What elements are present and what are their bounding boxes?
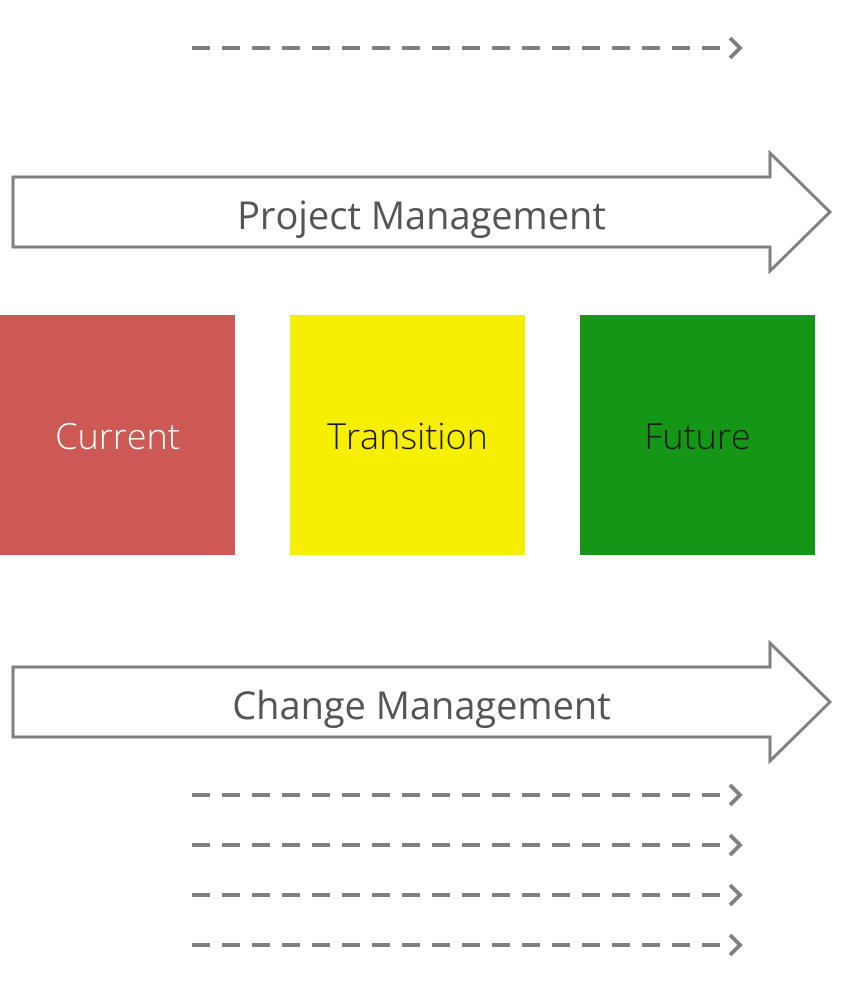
dashed-arrow-bottom4 xyxy=(190,931,754,959)
dashed-arrow-top xyxy=(190,34,754,62)
project-arrow: Project Management xyxy=(10,150,833,274)
transition-box: Transition xyxy=(290,315,525,555)
project-arrow-shape xyxy=(10,150,833,274)
transition-box-label: Transition xyxy=(327,411,488,460)
future-box: Future xyxy=(580,315,815,555)
future-box-label: Future xyxy=(644,411,750,460)
current-box-label: Current xyxy=(55,411,180,460)
dashed-arrow-bottom3 xyxy=(190,881,754,909)
change-arrow: Change Management xyxy=(10,640,833,764)
current-box: Current xyxy=(0,315,235,555)
change-arrow-shape xyxy=(10,640,833,764)
dashed-arrow-bottom2 xyxy=(190,831,754,859)
diagram-canvas: Project Management Change Management Curre… xyxy=(0,0,843,983)
dashed-arrow-bottom1 xyxy=(190,781,754,809)
